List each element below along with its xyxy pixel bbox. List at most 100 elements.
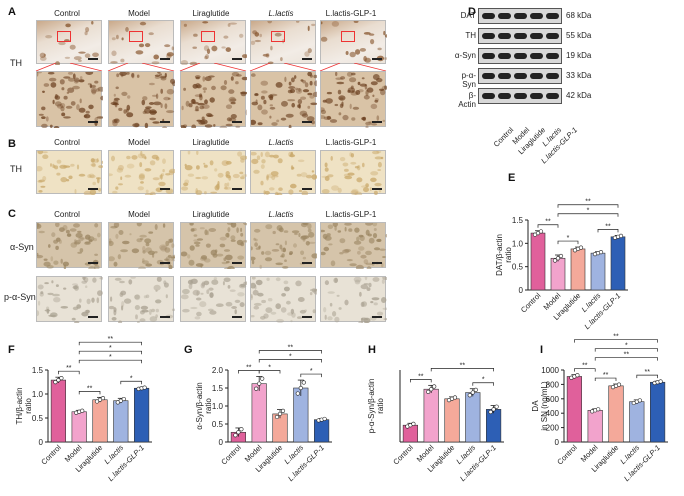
scale-bar (160, 121, 170, 123)
data-point (452, 395, 458, 400)
y-tick-label: 0.5 (212, 420, 224, 429)
significance-bracket (594, 377, 617, 382)
group-label-llactis-C: L.lactis (268, 210, 294, 219)
data-point (598, 250, 604, 255)
bar-l-lactis-glp-1 (314, 419, 330, 443)
zoom-region-box (271, 31, 285, 42)
panel-B-tile (108, 150, 175, 195)
panel-B-row-label: TH (10, 164, 22, 174)
significance-label: ** (418, 373, 424, 380)
significance-bracket (574, 339, 658, 343)
scale-bar (302, 121, 312, 123)
data-point (100, 395, 106, 401)
significance-label: ** (545, 219, 551, 226)
y-axis-label: DAT/β-actinratio (495, 234, 513, 276)
panel-A-lowmag-tile (320, 20, 387, 64)
panel-A-lowmag-tile (36, 20, 102, 65)
blot-band (530, 53, 543, 59)
panel-A-row-label: TH (10, 58, 22, 68)
data-point (322, 416, 327, 422)
y-tick-label: 0.5 (32, 414, 44, 423)
bar-l-lactis-glp-1 (486, 409, 502, 443)
panel-C-row-label-pasyn: p-α-Syn (4, 292, 36, 302)
blot-strip (478, 28, 562, 44)
bar-liraglutide (92, 399, 108, 443)
panel-C-asyn-tile (250, 222, 317, 269)
blot-band (514, 73, 527, 79)
significance-label: ** (582, 363, 588, 370)
scale-bar (372, 58, 382, 60)
blot-strip (478, 48, 562, 64)
data-point (280, 408, 286, 413)
scale-bar (372, 121, 382, 123)
panel-C-pasyn-tile (36, 276, 103, 323)
blot-band (482, 73, 495, 79)
group-label-liraglutide-C: Liraglutide (192, 210, 230, 219)
y-tick-label: 1.5 (512, 216, 524, 225)
blot-band (546, 93, 559, 99)
group-label-control-B: Control (54, 138, 80, 147)
significance-bracket (258, 370, 281, 374)
data-point (236, 430, 241, 435)
significance-bracket (78, 391, 101, 395)
panel-A-highmag-tile (180, 71, 247, 128)
blot-band (546, 73, 559, 79)
data-point (467, 393, 472, 398)
data-point (239, 427, 244, 432)
bar-liraglutide (570, 248, 586, 291)
group-label-model-B: Model (128, 138, 150, 147)
blot-band (498, 73, 511, 79)
blot-size-label: 33 kDa (566, 71, 592, 80)
significance-label: ** (108, 336, 114, 343)
y-tick-label: 400 (546, 409, 560, 418)
y-tick-label: 1.0 (32, 390, 44, 399)
significance-bracket (258, 350, 322, 354)
blot-band (482, 53, 495, 59)
significance-label: * (587, 208, 590, 215)
zoom-connector-lines (35, 63, 387, 72)
data-point (432, 384, 437, 389)
blot-protein-label: p-α-Syn (461, 71, 476, 89)
data-point (298, 385, 303, 391)
significance-label: * (625, 343, 628, 350)
bar-l-lactis-glp-1 (610, 236, 626, 291)
significance-bracket (557, 213, 619, 217)
data-point (494, 404, 499, 409)
bar-l-lactis-glp-1 (134, 387, 150, 443)
group-label-model: Model (128, 9, 150, 18)
scale-bar (232, 188, 242, 190)
significance-bracket (557, 204, 619, 208)
panel-C-pasyn-tile (320, 276, 387, 323)
significance-bracket (258, 359, 322, 363)
data-point (538, 229, 544, 234)
panel-C-asyn-tile (108, 222, 175, 269)
scale-bar (88, 121, 98, 123)
significance-bracket (472, 382, 494, 386)
panel-A-lowmag-tile (180, 20, 247, 65)
blot-band (546, 33, 559, 39)
significance-label: * (109, 354, 112, 361)
scale-bar (302, 316, 312, 318)
data-point (575, 373, 580, 378)
significance-bracket (58, 370, 80, 375)
bar-model (550, 257, 566, 291)
panel-B-tile (320, 150, 386, 195)
scale-bar (302, 58, 312, 60)
blot-size-label: 55 kDa (566, 31, 592, 40)
blot-band (498, 53, 511, 59)
blot-size-label: 42 kDa (566, 91, 592, 100)
y-axis-label: DAin SN (ng/mL) (531, 381, 549, 431)
panel-F-label: F (8, 344, 15, 356)
panel-H-label: H (368, 344, 376, 356)
scale-bar (160, 316, 170, 318)
panel-B-tile (250, 150, 317, 195)
bar-l-lactis (465, 392, 481, 443)
group-label-liraglutide: Liraglutide (192, 9, 230, 18)
bar-model (587, 410, 603, 443)
panel-A-highmag-tile (36, 71, 103, 128)
bar-l-lactis (590, 252, 606, 291)
y-tick-label: 600 (546, 395, 560, 404)
